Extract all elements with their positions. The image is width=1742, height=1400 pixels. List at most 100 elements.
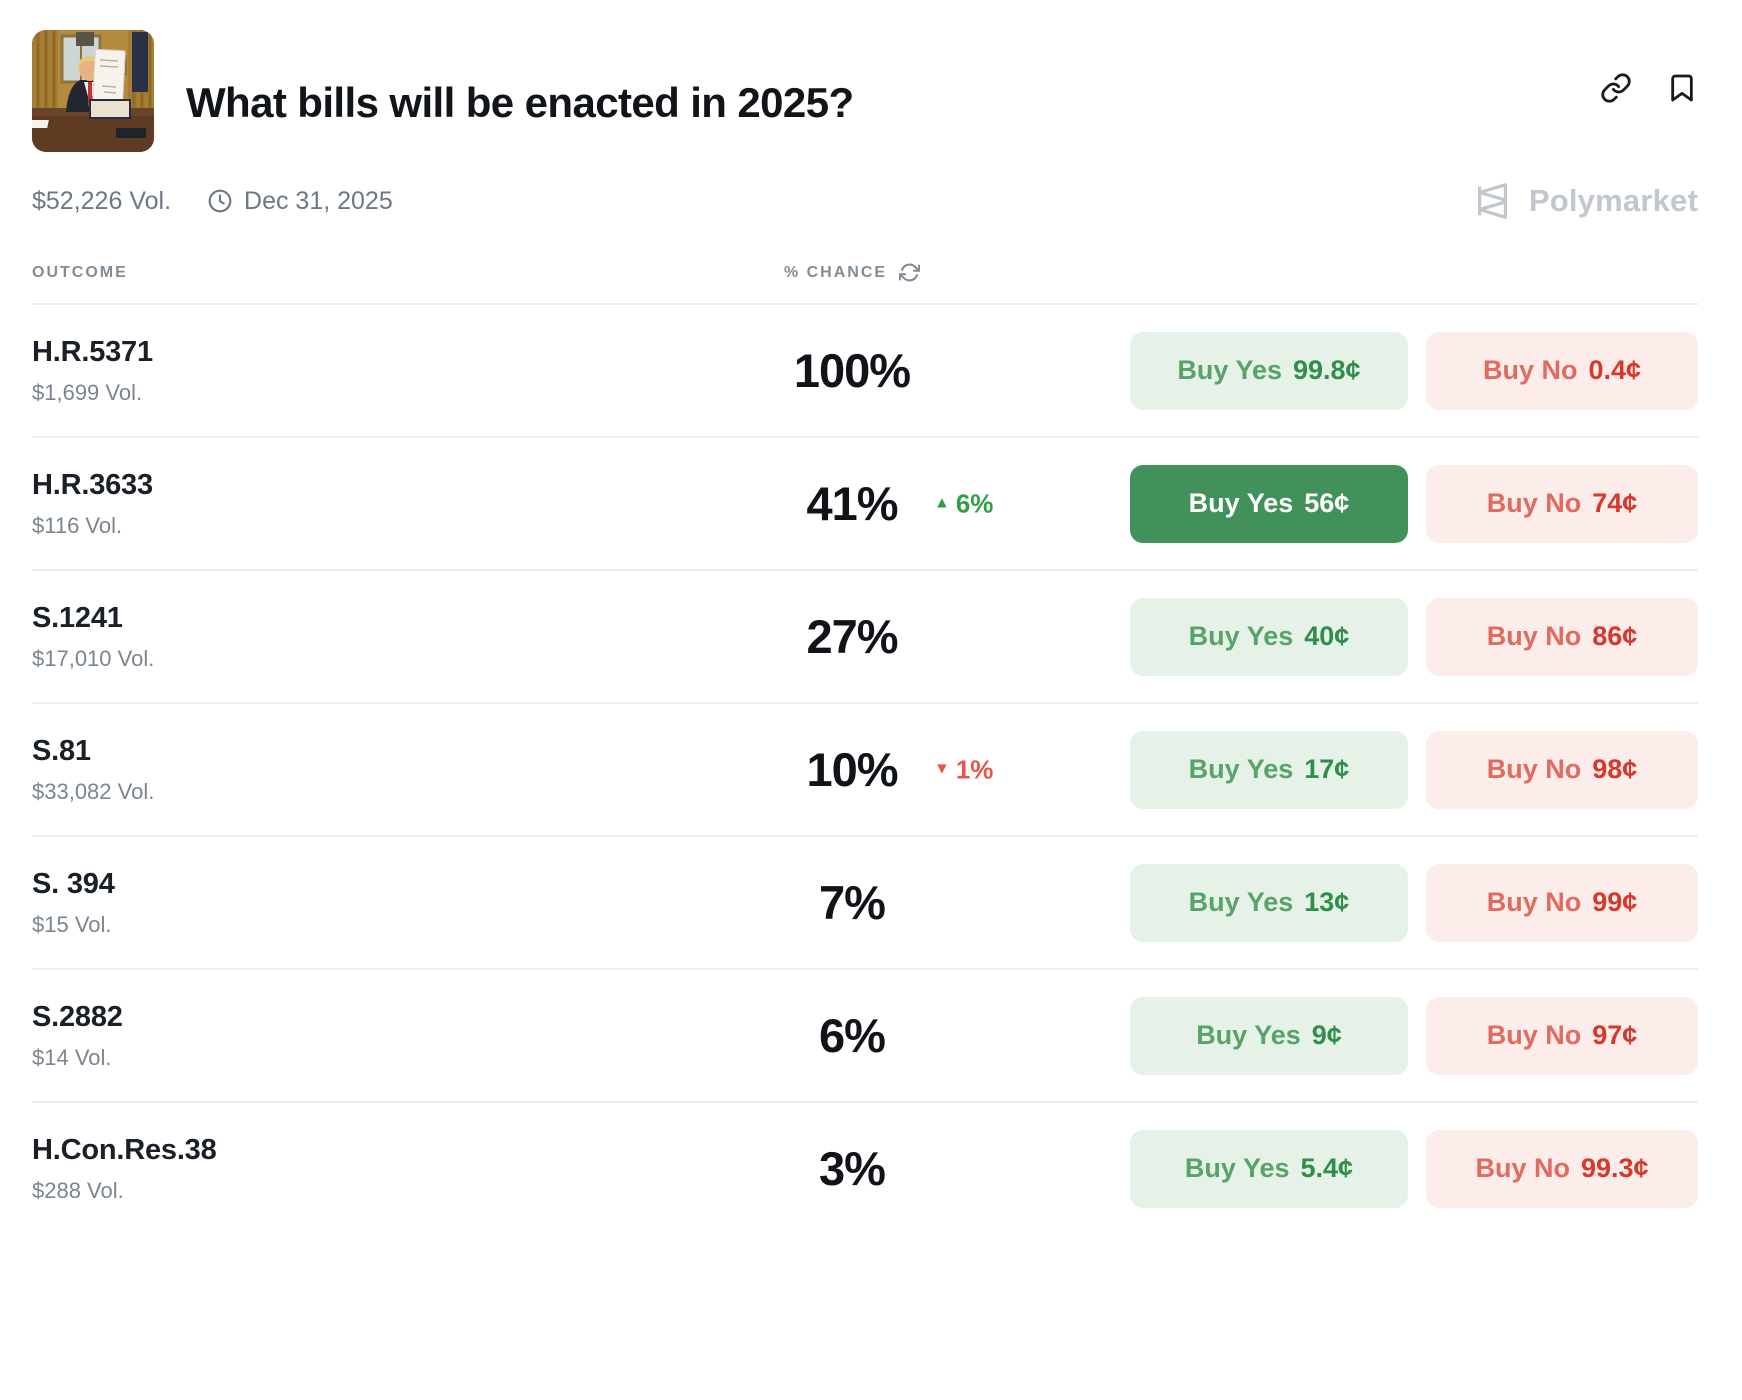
chance-cell: 3% [692,1141,1012,1196]
header-actions [1600,72,1698,104]
table-row: H.R.3633 $116 Vol. 41% ▲ 6% Buy Yes 56¢ … [32,438,1698,571]
total-volume: $52,226 Vol. [32,186,172,215]
outcome-cell: S. 394 $15 Vol. [32,868,692,938]
buy-yes-label: Buy Yes [1196,1020,1301,1050]
chance-cell: 10% ▼ 1% [692,742,1012,797]
outcome-name: S.2882 [32,1000,123,1033]
table-row: H.Con.Res.38 $288 Vol. 3% Buy Yes 5.4¢ B… [32,1103,1698,1234]
buy-no-price: 97¢ [1592,1020,1638,1050]
outcome-cell: H.Con.Res.38 $288 Vol. [32,1134,692,1204]
buy-yes-button[interactable]: Buy Yes 40¢ [1130,597,1408,676]
table-row: S.2882 $14 Vol. 6% Buy Yes 9¢ Buy No 97¢ [32,970,1698,1103]
buy-yes-label: Buy Yes [1188,621,1294,651]
chance-cell: 7% [692,875,1012,930]
buy-no-price: 86¢ [1592,621,1638,651]
outcome-name: H.R.5371 [32,335,153,368]
buy-yes-button[interactable]: Buy Yes 99.8¢ [1130,331,1408,410]
outcome-name: H.Con.Res.38 [32,1133,217,1166]
buy-no-label: Buy No [1475,1153,1570,1183]
buy-no-price: 74¢ [1592,488,1638,518]
buy-no-button[interactable]: Buy No 99.3¢ [1426,1129,1698,1208]
chance-cell: 100% [692,343,1012,398]
buy-no-button[interactable]: Buy No 98¢ [1426,730,1698,809]
chance-cell: 6% [692,1008,1012,1063]
delta-arrow-icon: ▲ [934,494,950,512]
market-header: What bills will be enacted in 2025? [32,30,1698,152]
chance-value: 27% [806,610,898,663]
buy-yes-button[interactable]: Buy Yes 5.4¢ [1130,1129,1408,1208]
buy-no-label: Buy No [1486,621,1582,651]
outcome-cell: S.1241 $17,010 Vol. [32,602,692,672]
buy-no-price: 0.4¢ [1588,355,1642,385]
buy-yes-price: 9¢ [1311,1020,1342,1050]
buy-no-button[interactable]: Buy No 97¢ [1426,996,1698,1075]
buy-yes-label: Buy Yes [1188,488,1294,518]
outcome-cell: H.R.5371 $1,699 Vol. [32,336,692,406]
buy-no-button[interactable]: Buy No 74¢ [1426,464,1698,543]
table-row: S. 394 $15 Vol. 7% Buy Yes 13¢ Buy No 99… [32,837,1698,970]
market-thumbnail-image [32,30,154,152]
chance-value: 7% [819,876,886,929]
outcome-cell: H.R.3633 $116 Vol. [32,469,692,539]
buy-no-label: Buy No [1486,488,1582,518]
buy-no-price: 98¢ [1592,754,1638,784]
clock-icon [207,188,233,214]
buy-no-button[interactable]: Buy No 86¢ [1426,597,1698,676]
refresh-icon[interactable] [899,262,921,283]
buy-yes-price: 99.8¢ [1293,355,1361,385]
buy-no-button[interactable]: Buy No 0.4¢ [1426,331,1698,410]
buy-yes-label: Buy Yes [1177,355,1282,385]
buy-no-price: 99¢ [1592,887,1638,917]
chance-value: 10% [806,743,898,796]
outcome-column-header: OUTCOME [32,263,128,281]
outcome-volume: $116 Vol. [32,512,123,538]
delta-value: 6% [955,488,994,518]
table-header: OUTCOME % CHANCE [32,262,1698,305]
buy-yes-label: Buy Yes [1188,887,1294,917]
polymarket-wordmark: Polymarket [1528,183,1698,218]
chance-cell: 27% [692,609,1012,664]
bookmark-icon[interactable] [1666,72,1698,104]
buy-yes-price: 17¢ [1304,754,1350,784]
buy-yes-button[interactable]: Buy Yes 9¢ [1130,996,1408,1075]
chance-column-header: % CHANCE [692,262,1012,283]
table-row: S.81 $33,082 Vol. 10% ▼ 1% Buy Yes 17¢ B… [32,704,1698,837]
outcome-list: H.R.5371 $1,699 Vol. 100% Buy Yes 99.8¢ … [32,305,1698,1234]
buy-yes-price: 5.4¢ [1300,1153,1354,1183]
buy-yes-price: 56¢ [1304,488,1350,518]
table-row: H.R.5371 $1,699 Vol. 100% Buy Yes 99.8¢ … [32,305,1698,438]
table-row: S.1241 $17,010 Vol. 27% Buy Yes 40¢ Buy … [32,571,1698,704]
outcome-name: S.1241 [32,601,123,634]
chance-delta: ▲ 6% [934,488,993,519]
end-date: Dec 31, 2025 [244,186,393,215]
outcome-name: H.R.3633 [32,468,153,501]
buy-no-button[interactable]: Buy No 99¢ [1426,863,1698,942]
buy-yes-button[interactable]: Buy Yes 56¢ [1130,464,1408,543]
outcome-volume: $33,082 Vol. [32,778,155,804]
chance-value: 6% [819,1009,886,1062]
chance-column-label: % CHANCE [783,263,888,281]
buy-yes-button[interactable]: Buy Yes 13¢ [1130,863,1408,942]
buy-no-label: Buy No [1486,887,1582,917]
chance-value: 41% [806,477,898,530]
market-thumbnail [32,30,154,152]
buy-yes-price: 40¢ [1304,621,1350,651]
buy-yes-button[interactable]: Buy Yes 17¢ [1130,730,1408,809]
buy-no-label: Buy No [1486,754,1582,784]
delta-arrow-icon: ▼ [934,760,950,778]
buy-yes-label: Buy Yes [1184,1153,1290,1183]
outcome-cell: S.81 $33,082 Vol. [32,735,692,805]
outcome-volume: $15 Vol. [32,911,112,937]
polymarket-brand-link[interactable]: Polymarket [1472,180,1698,222]
polymarket-embed: What bills will be enacted in 2025? $52,… [32,30,1698,1234]
buy-yes-label: Buy Yes [1188,754,1294,784]
chance-delta: ▼ 1% [934,754,993,785]
outcome-volume: $17,010 Vol. [32,645,155,671]
market-meta: $52,226 Vol. Dec 31, 2025 Polymarket [32,183,1698,219]
page-title: What bills will be enacted in 2025? [186,79,854,126]
outcome-cell: S.2882 $14 Vol. [32,1001,692,1071]
outcome-name: S.81 [32,734,91,767]
buy-yes-price: 13¢ [1304,887,1350,917]
delta-value: 1% [955,754,994,784]
copy-link-icon[interactable] [1600,72,1632,104]
